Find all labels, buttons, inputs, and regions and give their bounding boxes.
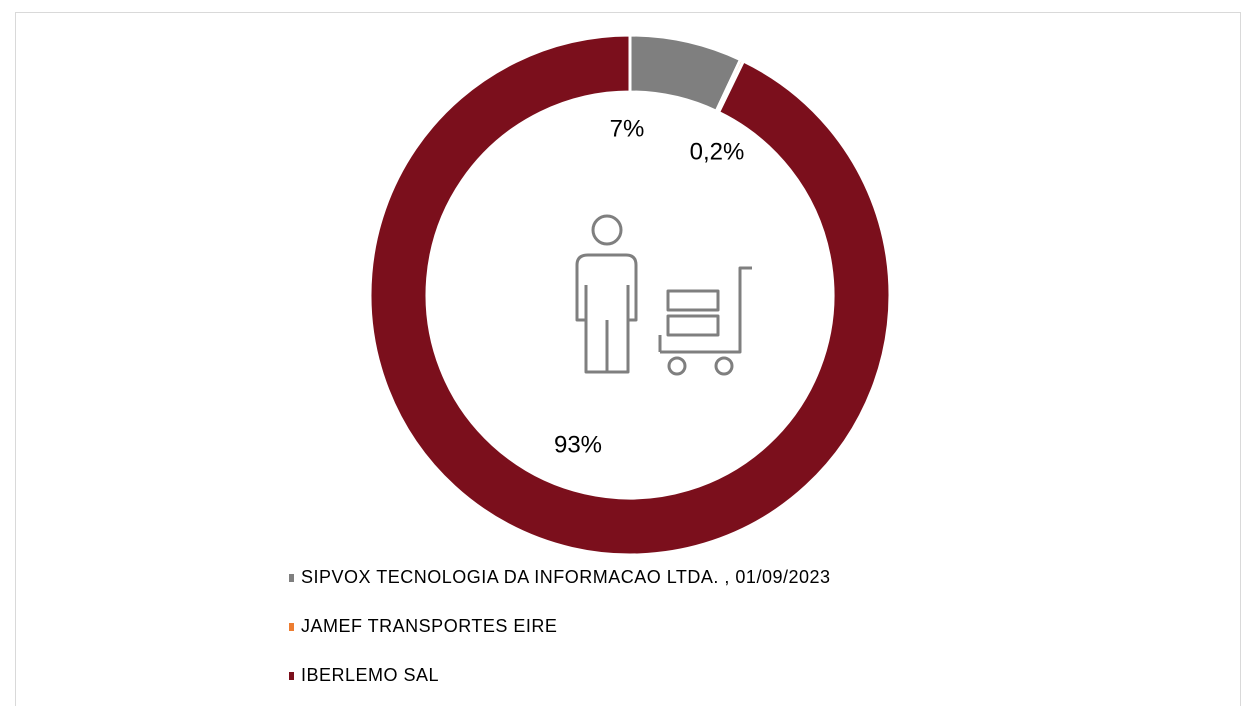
legend-swatch [289, 574, 294, 582]
center-icon [575, 214, 752, 376]
chart-frame [15, 12, 1241, 706]
legend-swatch [289, 623, 294, 631]
donut [368, 33, 892, 557]
legend-label: SIPVOX TECNOLOGIA DA INFORMACAO LTDA. , … [301, 567, 831, 587]
data-label: 0,2% [690, 138, 745, 165]
legend-label: IBERLEMO SAL [301, 665, 439, 685]
data-label: 7% [610, 115, 645, 142]
donut-slice [368, 33, 892, 557]
legend-label: JAMEF TRANSPORTES EIRE [301, 616, 557, 636]
legend-swatch [289, 672, 294, 680]
data-label: 93% [554, 431, 602, 458]
